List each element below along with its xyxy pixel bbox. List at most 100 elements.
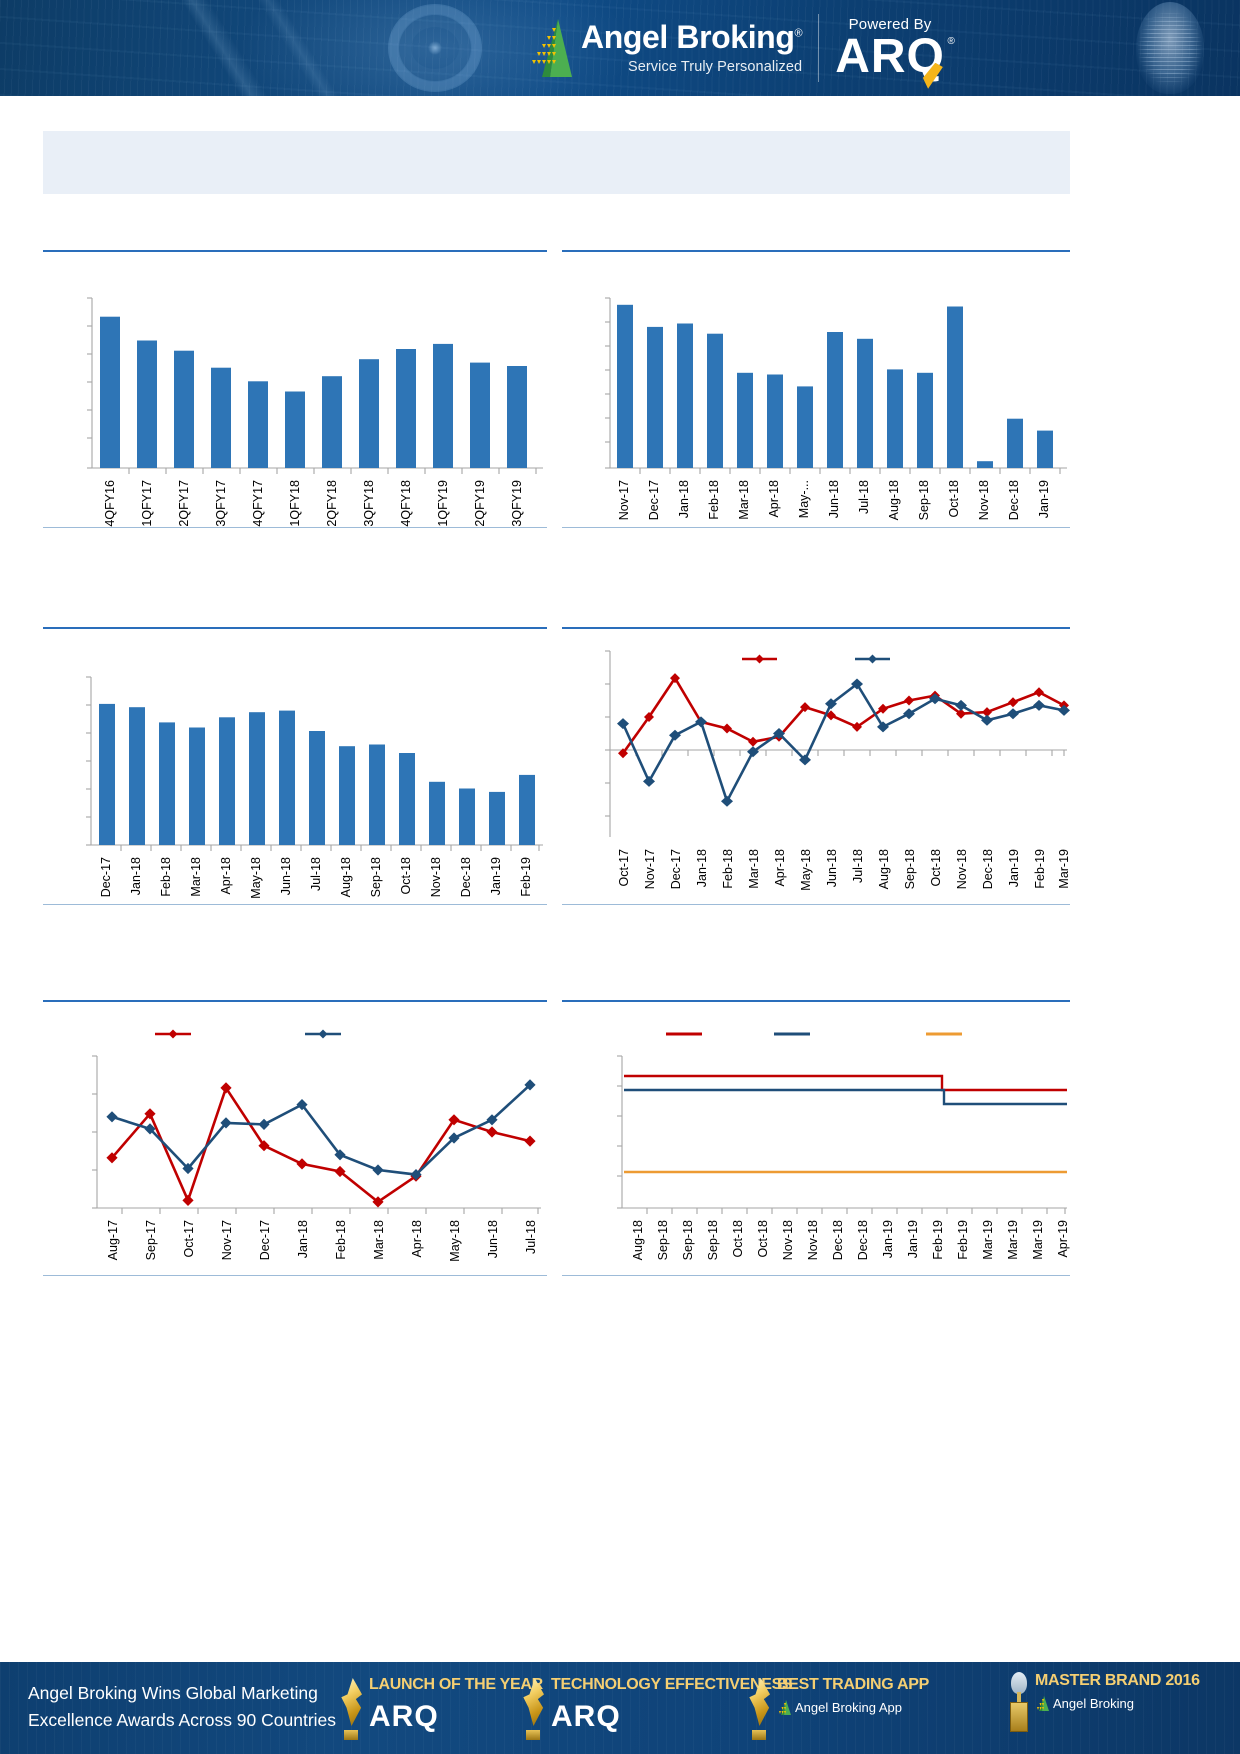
panel-top-rule xyxy=(562,1000,1070,1002)
svg-text:Mar-18: Mar-18 xyxy=(189,857,203,897)
chart-panel-4: Oct-17 Nov-17 Dec-17 Jan-18 Feb-18 Mar-1… xyxy=(562,627,1071,905)
svg-text:Mar-19: Mar-19 xyxy=(1031,1220,1045,1260)
angel-broking-logo[interactable]: Angel Broking® Service Truly Personalize… xyxy=(528,19,803,77)
chart-legend xyxy=(155,1029,341,1039)
powered-by-label: Powered By xyxy=(848,16,932,34)
svg-text:Oct-18: Oct-18 xyxy=(929,849,943,887)
svg-text:Feb-19: Feb-19 xyxy=(1033,849,1047,889)
trophy-wing-icon xyxy=(520,1676,546,1742)
chart-monthly-bars-nov17-jan19: Nov-17 Dec-17 Jan-18 Feb-18 Mar-18 Apr-1… xyxy=(562,264,1070,520)
award-subtitle: ARQ xyxy=(369,1700,439,1734)
arq-logo[interactable]: Powered By ARQ ® xyxy=(835,16,955,89)
chart-panel-5: Aug-17 Sep-17 Oct-17 Nov-17 Dec-17 Jan-1… xyxy=(43,1000,547,1276)
svg-text:Dec-18: Dec-18 xyxy=(1007,480,1021,520)
panel-top-rule xyxy=(43,627,547,629)
svg-text:Sep-17: Sep-17 xyxy=(144,1220,158,1260)
chart-step-rates-svg: Aug-18 Sep-18 Sep-18 Sep-18 Oct-18 Oct-1… xyxy=(617,1032,1070,1260)
award-technology-effectiveness: TECHNOLOGY EFFECTIVENESS ARQ xyxy=(520,1676,793,1742)
svg-text:Mar-19: Mar-19 xyxy=(1006,1220,1020,1260)
svg-text:Jan-18: Jan-18 xyxy=(695,849,709,887)
svg-text:Dec-17: Dec-17 xyxy=(99,857,113,897)
svg-text:Nov-18: Nov-18 xyxy=(781,1220,795,1260)
svg-text:4QFY17: 4QFY17 xyxy=(251,480,265,527)
svg-text:Jan-18: Jan-18 xyxy=(129,857,143,895)
svg-text:Nov-18: Nov-18 xyxy=(806,1220,820,1260)
chart-panel-3: Dec-17 Jan-18 Feb-18 Mar-18 Apr-18 May-1… xyxy=(43,627,547,905)
bar-series xyxy=(617,304,1053,468)
svg-text:May-18: May-18 xyxy=(249,857,263,899)
x-axis-labels: Nov-17 Dec-17 Jan-18 Feb-18 Mar-18 Apr-1… xyxy=(617,480,1051,520)
arq-name: ARQ xyxy=(835,30,945,84)
chart-monthly-bars-nov17-jan19-svg: Nov-17 Dec-17 Jan-18 Feb-18 Mar-18 Apr-1… xyxy=(605,297,1067,520)
svg-text:Feb-19: Feb-19 xyxy=(956,1220,970,1260)
svg-text:May-...: May-... xyxy=(797,480,811,518)
chart-lines-oct17-mar19-svg: Oct-17 Nov-17 Dec-17 Jan-18 Feb-18 Mar-1… xyxy=(605,650,1071,891)
svg-text:1QFY18: 1QFY18 xyxy=(288,480,302,527)
registered-mark: ® xyxy=(794,27,803,40)
svg-text:Sep-18: Sep-18 xyxy=(681,1220,695,1260)
chart-monthly-bars-dec17-feb19: Dec-17 Jan-18 Feb-18 Mar-18 Apr-18 May-1… xyxy=(43,641,547,899)
svg-text:Oct-18: Oct-18 xyxy=(731,1220,745,1258)
panel-bottom-rule xyxy=(562,904,1070,905)
svg-text:Oct-17: Oct-17 xyxy=(182,1220,196,1258)
svg-text:2QFY18: 2QFY18 xyxy=(325,480,339,527)
svg-text:Sep-18: Sep-18 xyxy=(903,849,917,889)
svg-text:Jan-19: Jan-19 xyxy=(1037,480,1051,518)
svg-text:Oct-17: Oct-17 xyxy=(617,849,631,887)
svg-text:Oct-18: Oct-18 xyxy=(756,1220,770,1258)
svg-text:Nov-17: Nov-17 xyxy=(643,849,657,889)
bar-series xyxy=(99,703,535,845)
bar-series xyxy=(100,316,527,468)
award-subtitle: Angel Broking App xyxy=(795,1700,902,1716)
award-subtitle: ARQ xyxy=(551,1700,621,1734)
svg-text:Sep-18: Sep-18 xyxy=(369,857,383,897)
panel-top-rule xyxy=(562,250,1070,252)
x-axis-labels: Aug-18 Sep-18 Sep-18 Sep-18 Oct-18 Oct-1… xyxy=(631,1220,1070,1260)
blue-markers xyxy=(617,678,1070,807)
award-title: LAUNCH OF THE YEAR xyxy=(369,1676,543,1693)
svg-text:May-18: May-18 xyxy=(448,1220,462,1262)
svg-text:Nov-17: Nov-17 xyxy=(220,1220,234,1260)
trophy-wing-icon xyxy=(338,1676,364,1742)
panel-top-rule xyxy=(562,627,1070,629)
svg-text:Sep-18: Sep-18 xyxy=(706,1220,720,1260)
header-radar-circle-icon xyxy=(388,4,482,92)
svg-text:Mar-19: Mar-19 xyxy=(981,1220,995,1260)
chart-quarterly-bars-svg: 4QFY16 1QFY17 2QFY17 3QFY17 4QFY17 1QFY1… xyxy=(87,297,543,527)
x-axis-labels: Oct-17 Nov-17 Dec-17 Jan-18 Feb-18 Mar-1… xyxy=(617,849,1071,891)
svg-text:3QFY19: 3QFY19 xyxy=(510,480,524,527)
svg-text:Jan-19: Jan-19 xyxy=(906,1220,920,1258)
svg-text:Oct-18: Oct-18 xyxy=(947,480,961,518)
award-title: TECHNOLOGY EFFECTIVENESS xyxy=(551,1676,793,1693)
svg-text:Jun-18: Jun-18 xyxy=(827,480,841,518)
header-diagonal-lines xyxy=(30,0,450,96)
svg-text:Dec-18: Dec-18 xyxy=(856,1220,870,1260)
brand-name-text: Angel Broking xyxy=(581,19,795,56)
svg-text:Jan-19: Jan-19 xyxy=(881,1220,895,1258)
svg-text:4QFY18: 4QFY18 xyxy=(399,480,413,527)
arq-wordmark: ARQ ® xyxy=(835,30,955,89)
svg-text:Aug-18: Aug-18 xyxy=(887,480,901,520)
x-axis-labels: Dec-17 Jan-18 Feb-18 Mar-18 Apr-18 May-1… xyxy=(99,857,533,899)
svg-text:Dec-17: Dec-17 xyxy=(647,480,661,520)
svg-text:Jan-18: Jan-18 xyxy=(296,1220,310,1258)
svg-text:Apr-18: Apr-18 xyxy=(773,849,787,887)
red-markers xyxy=(106,1082,536,1208)
header-banner: Angel Broking® Service Truly Personalize… xyxy=(0,0,1240,96)
svg-text:Jan-19: Jan-19 xyxy=(489,857,503,895)
svg-text:Jul-18: Jul-18 xyxy=(524,1220,538,1254)
award-subtitle-row: Angel Broking xyxy=(1035,1696,1200,1712)
award-subtitle: Angel Broking xyxy=(1053,1696,1134,1712)
panel-bottom-rule xyxy=(43,904,547,905)
svg-text:Mar-18: Mar-18 xyxy=(737,480,751,520)
angel-pyramid-icon xyxy=(1035,1696,1049,1712)
svg-text:Jul-18: Jul-18 xyxy=(309,857,323,891)
chart-lines-oct17-mar19: Oct-17 Nov-17 Dec-17 Jan-18 Feb-18 Mar-1… xyxy=(562,641,1071,891)
chart-quarterly-bars: 4QFY16 1QFY17 2QFY17 3QFY17 4QFY17 1QFY1… xyxy=(43,264,547,527)
svg-text:Feb-18: Feb-18 xyxy=(334,1220,348,1260)
panel-bottom-rule xyxy=(562,1275,1070,1276)
svg-text:Mar-19: Mar-19 xyxy=(1057,849,1071,889)
award-launch-of-the-year: LAUNCH OF THE YEAR ARQ xyxy=(338,1676,543,1742)
chart-monthly-bars-dec17-feb19-svg: Dec-17 Jan-18 Feb-18 Mar-18 Apr-18 May-1… xyxy=(86,676,543,899)
footer-headline: Angel Broking Wins Global Marketing Exce… xyxy=(28,1683,337,1731)
